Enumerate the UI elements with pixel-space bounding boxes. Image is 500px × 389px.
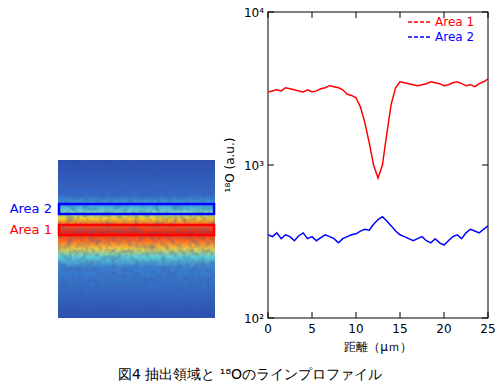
x-tick xyxy=(268,312,269,318)
x-tick-label: 20 xyxy=(436,322,451,336)
x-tick xyxy=(312,312,313,318)
x-tick xyxy=(488,312,489,318)
heat-map-image xyxy=(58,160,215,318)
region-label: Area 1 xyxy=(10,222,52,237)
y-tick xyxy=(268,165,274,166)
x-tick xyxy=(488,12,489,18)
caption: 図4 抽出領域と ¹⁸Oのラインプロファイル xyxy=(118,366,382,382)
y-tick-label: 10³ xyxy=(244,159,264,173)
x-tick-label: 0 xyxy=(264,322,272,336)
series-line xyxy=(268,79,488,178)
x-tick xyxy=(356,12,357,18)
legend-label: Area 1 xyxy=(435,15,474,29)
x-tick xyxy=(400,12,401,18)
y-axis-title: ¹⁸O (a.u.) xyxy=(223,138,237,193)
y-tick xyxy=(268,318,274,319)
region-label: Area 2 xyxy=(10,201,52,216)
y-tick xyxy=(482,165,488,166)
x-tick xyxy=(356,312,357,318)
plot-frame xyxy=(268,12,488,318)
legend-swatch xyxy=(408,21,430,23)
x-tick xyxy=(268,12,269,18)
y-tick xyxy=(482,12,488,13)
region-box xyxy=(59,225,214,235)
x-tick-label: 5 xyxy=(308,322,316,336)
y-tick-label: 10⁴ xyxy=(244,6,264,20)
series-group xyxy=(268,79,488,245)
x-tick xyxy=(444,312,445,318)
y-tick xyxy=(268,12,274,13)
y-tick xyxy=(482,318,488,319)
figure: Area 2Area 110²10³10⁴0510152025距離（μｍ）¹⁸O… xyxy=(0,0,500,389)
region-box xyxy=(59,204,214,214)
legend-swatch xyxy=(408,36,430,38)
x-tick xyxy=(312,12,313,18)
legend-label: Area 2 xyxy=(435,30,474,44)
x-tick-label: 10 xyxy=(348,322,363,336)
heat-map-texture xyxy=(58,160,215,318)
y-tick-label: 10² xyxy=(244,312,264,326)
x-tick xyxy=(400,312,401,318)
x-tick-label: 25 xyxy=(480,322,495,336)
x-tick-label: 15 xyxy=(392,322,407,336)
x-axis-title: 距離（μｍ） xyxy=(344,340,412,354)
series-line xyxy=(268,217,488,245)
